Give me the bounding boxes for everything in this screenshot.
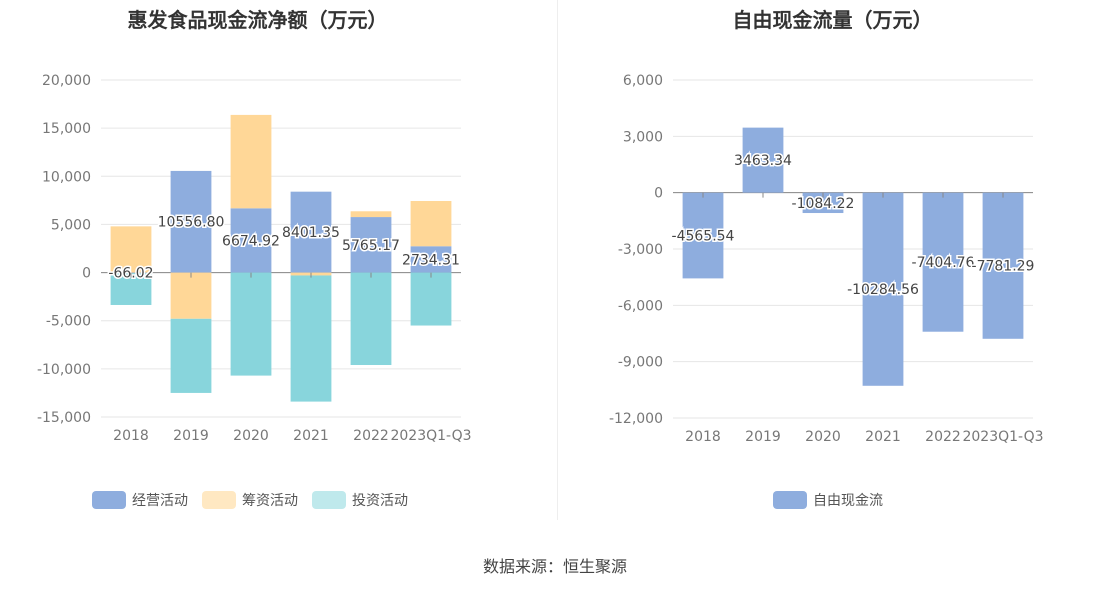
x-tick-label: 2022 [925,429,961,445]
bar-operating-2020 [230,208,272,273]
y-tick-label: 5,000 [51,217,91,233]
bar-financing-2018 [110,226,152,273]
y-tick-label: -9,000 [618,355,663,371]
bar-financing-2019 [170,272,212,319]
legend-swatch-operating [92,491,126,509]
data-label: 8401.35 [282,225,340,241]
y-tick-label: -6,000 [618,298,663,314]
legend-financing[interactable]: 筹资活动 [202,490,298,510]
x-tick-label: 2020 [233,428,269,444]
bar-fcf-2022 [922,192,964,332]
bar-financing-2023Q1-Q3 [410,200,452,247]
y-tick-label: 6,000 [623,73,663,89]
bar-investing-2021 [290,275,332,402]
y-tick-label: 0 [654,186,663,202]
data-source-note: 数据来源：恒生聚源 [482,557,627,576]
bar-operating-2019 [170,170,212,273]
bar-fcf-2019 [742,127,784,193]
y-tick-label: 3,000 [623,129,663,145]
bar-investing-2020 [230,272,272,376]
data-label: -4565.54 [672,229,735,245]
data-label: 3463.34 [734,153,792,169]
y-tick-label: -3,000 [618,242,663,258]
y-tick-label: -10,000 [37,362,91,378]
y-tick-label: 0 [82,266,91,282]
legend-swatch-financing [202,491,236,509]
bar-operating-2022 [350,217,392,273]
legend-label-operating: 经营活动 [132,493,188,509]
y-tick-label: 20,000 [42,73,91,89]
bar-fcf-2023Q1-Q3 [982,192,1024,339]
x-tick-label: 2018 [113,428,149,444]
bar-investing-2018 [110,273,152,305]
legend-operating[interactable]: 经营活动 [92,490,188,510]
x-tick-label: 2023Q1-Q3 [390,428,471,444]
bar-fcf-2020 [802,192,844,214]
y-tick-label: -15,000 [37,410,91,426]
y-tick-label: 15,000 [42,121,91,137]
x-tick-label: 2022 [353,428,389,444]
x-tick-label: 2018 [685,429,721,445]
panel-divider [557,0,558,520]
data-label: -10284.56 [847,282,919,298]
x-tick-label: 2019 [745,429,781,445]
data-label: -1084.22 [792,196,855,212]
bar-financing-2020 [230,114,272,209]
x-tick-label: 2021 [293,428,329,444]
legend-label-fcf: 自由现金流 [813,493,883,509]
bar-fcf-2018 [682,192,724,279]
data-label: 10556.80 [158,215,225,231]
bar-investing-2019 [170,318,212,393]
bar-financing-2022 [350,211,392,218]
legend-investing[interactable]: 投资活动 [312,490,408,510]
y-tick-label: -5,000 [46,314,91,330]
y-tick-label: 10,000 [42,169,91,185]
data-label: 2734.31 [402,252,460,268]
x-tick-label: 2020 [805,429,841,445]
legend-swatch-fcf [773,491,807,509]
legend-swatch-investing [312,491,346,509]
x-tick-label: 2021 [865,429,901,445]
data-label: -7404.76 [912,255,975,271]
legend-label-investing: 投资活动 [352,493,408,509]
legend-fcf[interactable]: 自由现金流 [773,490,883,510]
bar-investing-2022 [350,272,392,366]
bar-operating-2023Q1-Q3 [410,246,452,273]
right-chart-legend: 自由现金流 [773,490,897,510]
data-label: -7781.29 [972,259,1035,275]
right-chart-title: 自由现金流量（万元） [732,8,933,32]
data-label: 5765.17 [342,238,400,254]
x-tick-label: 2019 [173,428,209,444]
legend-label-financing: 筹资活动 [242,493,298,509]
bar-investing-2023Q1-Q3 [410,272,452,326]
bar-fcf-2021 [862,192,904,386]
left-chart-legend: 经营活动 筹资活动 投资活动 [92,490,422,510]
bar-operating-2021 [290,191,332,273]
x-tick-label: 2023Q1-Q3 [962,429,1043,445]
left-chart-title: 惠发食品现金流净额（万元） [127,8,388,32]
y-tick-label: -12,000 [609,411,663,427]
data-label: 6674.92 [222,233,280,249]
